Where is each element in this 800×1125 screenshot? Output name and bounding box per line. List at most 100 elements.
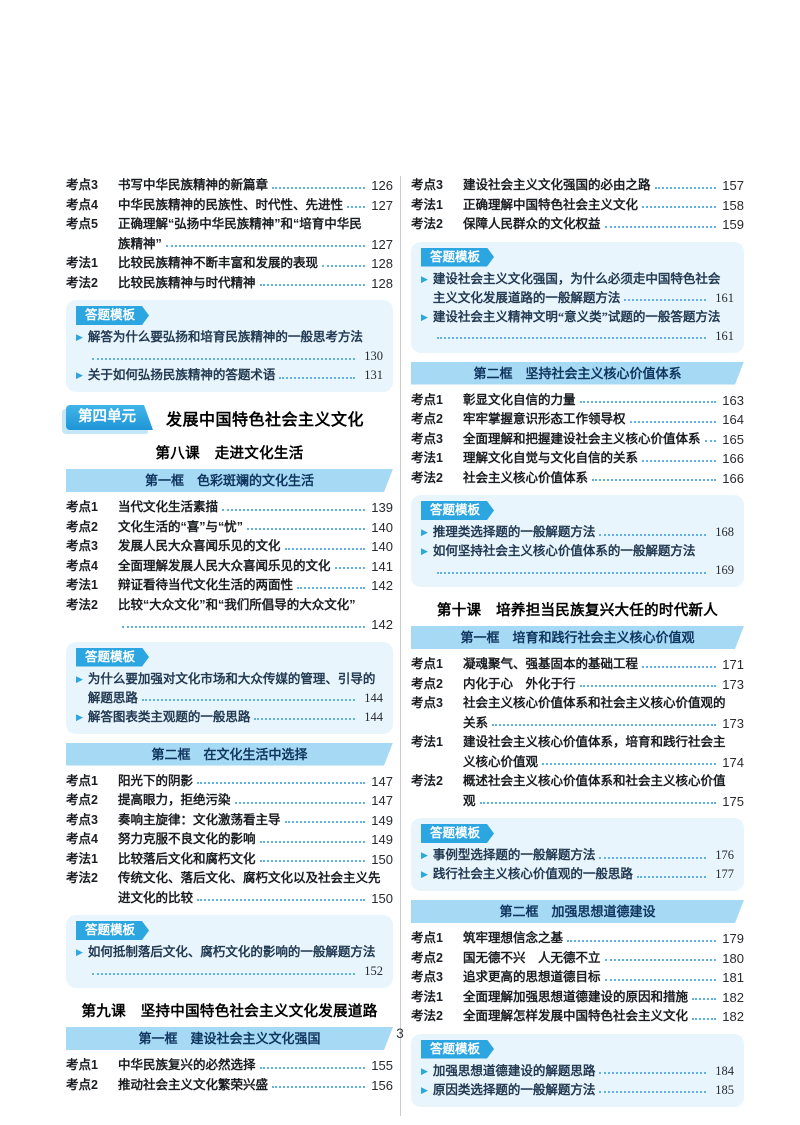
toc-entry-group: 考点1 当代文化生活素描 139 考点2 文化生活的“喜”与“忧” 140 考点3 发展人民大… [66, 498, 393, 635]
entry-line: 事例型选择题的一般解题方法 176 [433, 846, 734, 865]
entry-text: 比较民族精神与时代精神 [118, 275, 256, 290]
entry-line: 凝魂聚气、强基固本的基础工程 171 [463, 655, 744, 675]
dot-leader [197, 772, 365, 792]
page-ref-number: 179 [722, 931, 744, 946]
template-item: ▶ 为什么要加强对文化市场和大众传媒的管理、引导的 解题思路 144 [76, 670, 383, 708]
entry-text: 比较“大众文化”和“我们所倡导的大众文化” [118, 597, 356, 612]
page-ref-number: 175 [722, 793, 744, 809]
dot-leader [579, 675, 717, 695]
dot-leader [347, 196, 365, 216]
entry-body: 比较落后文化和腐朽文化 150 [118, 850, 393, 870]
entry-body: 全面理解发展人民大众喜闻乐见的文化 141 [118, 557, 393, 577]
answer-template-badge: 答题模板 [76, 306, 149, 325]
entry-text: 推理类选择题的一般解题方法 [432, 525, 596, 539]
page-ref-number: 126 [371, 178, 393, 193]
dot-leader [254, 708, 355, 727]
entry-text: 内化于心 外化于行 [463, 676, 576, 691]
entry-label: 考点2 [66, 793, 98, 807]
entry-text: 推动社会主义文化繁荣兴盛 [118, 1077, 269, 1092]
page-ref-number: 150 [371, 890, 393, 906]
page-ref-number: 176 [715, 848, 734, 862]
entry-body: 追求更高的思想道德目标 181 [463, 968, 744, 988]
entry-line: 全面理解怎样发展中国特色社会主义文化 182 [463, 1007, 744, 1027]
entry-body: 凝魂聚气、强基固本的基础工程 171 [463, 655, 744, 675]
entry-label: 考点3 [66, 178, 98, 192]
entry-line: 比较民族精神不断丰富和发展的表现 128 [118, 254, 393, 274]
answer-template-badge: 答题模板 [421, 501, 494, 520]
entry-label: 考点3 [411, 178, 443, 192]
page-ref-number: 177 [715, 867, 734, 881]
entry-label: 考点4 [66, 832, 98, 846]
page-ref-number: 127 [371, 197, 393, 213]
entry-label: 考法1 [411, 451, 443, 465]
answer-template-badge: 答题模板 [421, 248, 494, 267]
entry-body: 辩证看待当代文化生活的两面性 142 [118, 576, 393, 596]
course-heading: 第八课 走进文化生活 [155, 446, 304, 462]
entry-label: 考点5 [66, 217, 98, 231]
entry-line: 理解文化自觉与文化自信的关系 166 [463, 449, 744, 469]
entry-line: 正确理解“弘扬中华民族精神”和“培育中华民 [118, 215, 393, 235]
entry-line: 解题思路 144 [88, 689, 383, 708]
dot-leader [624, 289, 706, 308]
toc-entry: 考点1 当代文化生活素描 139 [66, 498, 393, 518]
dot-leader [436, 327, 707, 346]
entry-line: 保障人民群众的文化权益 159 [463, 215, 744, 235]
dot-leader [279, 366, 355, 385]
dot-leader [91, 962, 356, 981]
entry-label: 考点2 [411, 412, 443, 426]
dot-leader [599, 846, 706, 865]
toc-entry: 考法2 传统文化、落后文化、腐朽文化以及社会主义先 进文化的比较 150 [66, 869, 393, 908]
entry-label: 考法1 [66, 851, 98, 866]
dot-leader [604, 949, 717, 969]
entry-line: 推动社会主义文化繁荣兴盛 156 [118, 1076, 393, 1096]
toc-entry: 考法2 保障人民群众的文化权益 159 [411, 215, 744, 235]
entry-body: 推动社会主义文化繁荣兴盛 156 [118, 1076, 393, 1096]
dot-leader [259, 274, 366, 294]
entry-label: 考法1 [411, 735, 443, 749]
answer-template-box: 答题模板 ▶ 加强思想道德建设的解题思路 184 ▶ 原因类选择题的一般解题方法 185 [411, 1033, 744, 1107]
entry-line: 建设社会主义文化强国的必由之路 157 [463, 176, 744, 196]
template-item: ▶ 关于如何弘扬民族精神的答题术语 131 [76, 366, 383, 385]
template-item: ▶ 解答图表类主观题的一般思路 144 [76, 708, 383, 727]
toc-entry: 考法1 辩证看待当代文化生活的两面性 142 [66, 576, 393, 596]
entry-label: 考点3 [411, 431, 443, 446]
toc-entry: 考法1 比较落后文化和腐朽文化 150 [66, 850, 393, 870]
page-ref-number: 131 [364, 368, 383, 382]
page-ref-number: 182 [722, 989, 744, 1005]
page-ref-number: 174 [722, 754, 744, 770]
entry-body: 当代文化生活素描 139 [118, 498, 393, 518]
page-ref-number: 184 [715, 1063, 734, 1078]
toc-entry-group: 考点1 筑牢理想信念之基 179 考点2 国无德不兴 人无德不立 180 考点3 追求更高的思… [411, 929, 744, 1027]
entry-body: 理解文化自觉与文化自信的关系 166 [463, 449, 744, 469]
entry-text: 中华民族复兴的必然选择 [118, 1058, 256, 1072]
entry-text: 文化生活的“喜”与“忧” [118, 519, 244, 534]
toc-entry: 考法2 概述社会主义核心价值体系和社会主义核心价值观 175 [411, 772, 744, 811]
dot-leader [542, 753, 716, 773]
entry-line: 正确理解中国特色社会主义文化 158 [463, 196, 744, 216]
dot-leader [599, 1062, 706, 1081]
entry-line: 进文化的比较 150 [118, 889, 393, 909]
toc-entry-group: 考点1 凝魂聚气、强基固本的基础工程 171 考点2 内化于心 外化于行 173 考点3 社会… [411, 655, 744, 811]
entry-body: 推理类选择题的一般解题方法 168 [433, 523, 734, 542]
dot-leader [604, 215, 717, 235]
entry-line: 解答图表类主观题的一般思路 144 [88, 708, 383, 727]
frame-banner: 第二框 在文化生活中选择 [66, 743, 393, 766]
toc-entry: 考点4 全面理解发展人民大众喜闻乐见的文化 141 [66, 557, 393, 577]
entry-line: 如何抵制落后文化、腐朽文化的影响的一般解题方法 [88, 943, 383, 962]
page-ref-number: 155 [371, 1058, 393, 1073]
page-ref-number: 150 [371, 851, 393, 867]
entry-text: 追求更高的思想道德目标 [463, 970, 601, 984]
page-ref-number: 182 [722, 1009, 744, 1024]
answer-template-box: 答题模板 ▶ 推理类选择题的一般解题方法 168 ▶ 如何坚持社会主义核心价值体系的一般解… [411, 495, 744, 587]
page-ref-number: 166 [722, 451, 744, 466]
dot-leader [579, 391, 717, 411]
entry-line: 书写中华民族精神的新篇章 126 [118, 176, 393, 196]
entry-body: 如何坚持社会主义核心价值体系的一般解题方法 169 [433, 542, 734, 580]
entry-label: 考点1 [411, 657, 443, 671]
toc-entry: 考点2 内化于心 外化于行 173 [411, 675, 744, 695]
entry-label: 考法2 [411, 217, 443, 231]
entry-text: 为什么要加强对文化市场和大众传媒的管理、引导的 [87, 671, 376, 686]
page-ref-number: 157 [722, 178, 744, 193]
entry-line: 130 [88, 347, 383, 366]
toc-column-right: 考点3 建设社会主义文化强国的必由之路 157 考法1 正确理解中国特色社会主义文化 15… [411, 176, 744, 1116]
